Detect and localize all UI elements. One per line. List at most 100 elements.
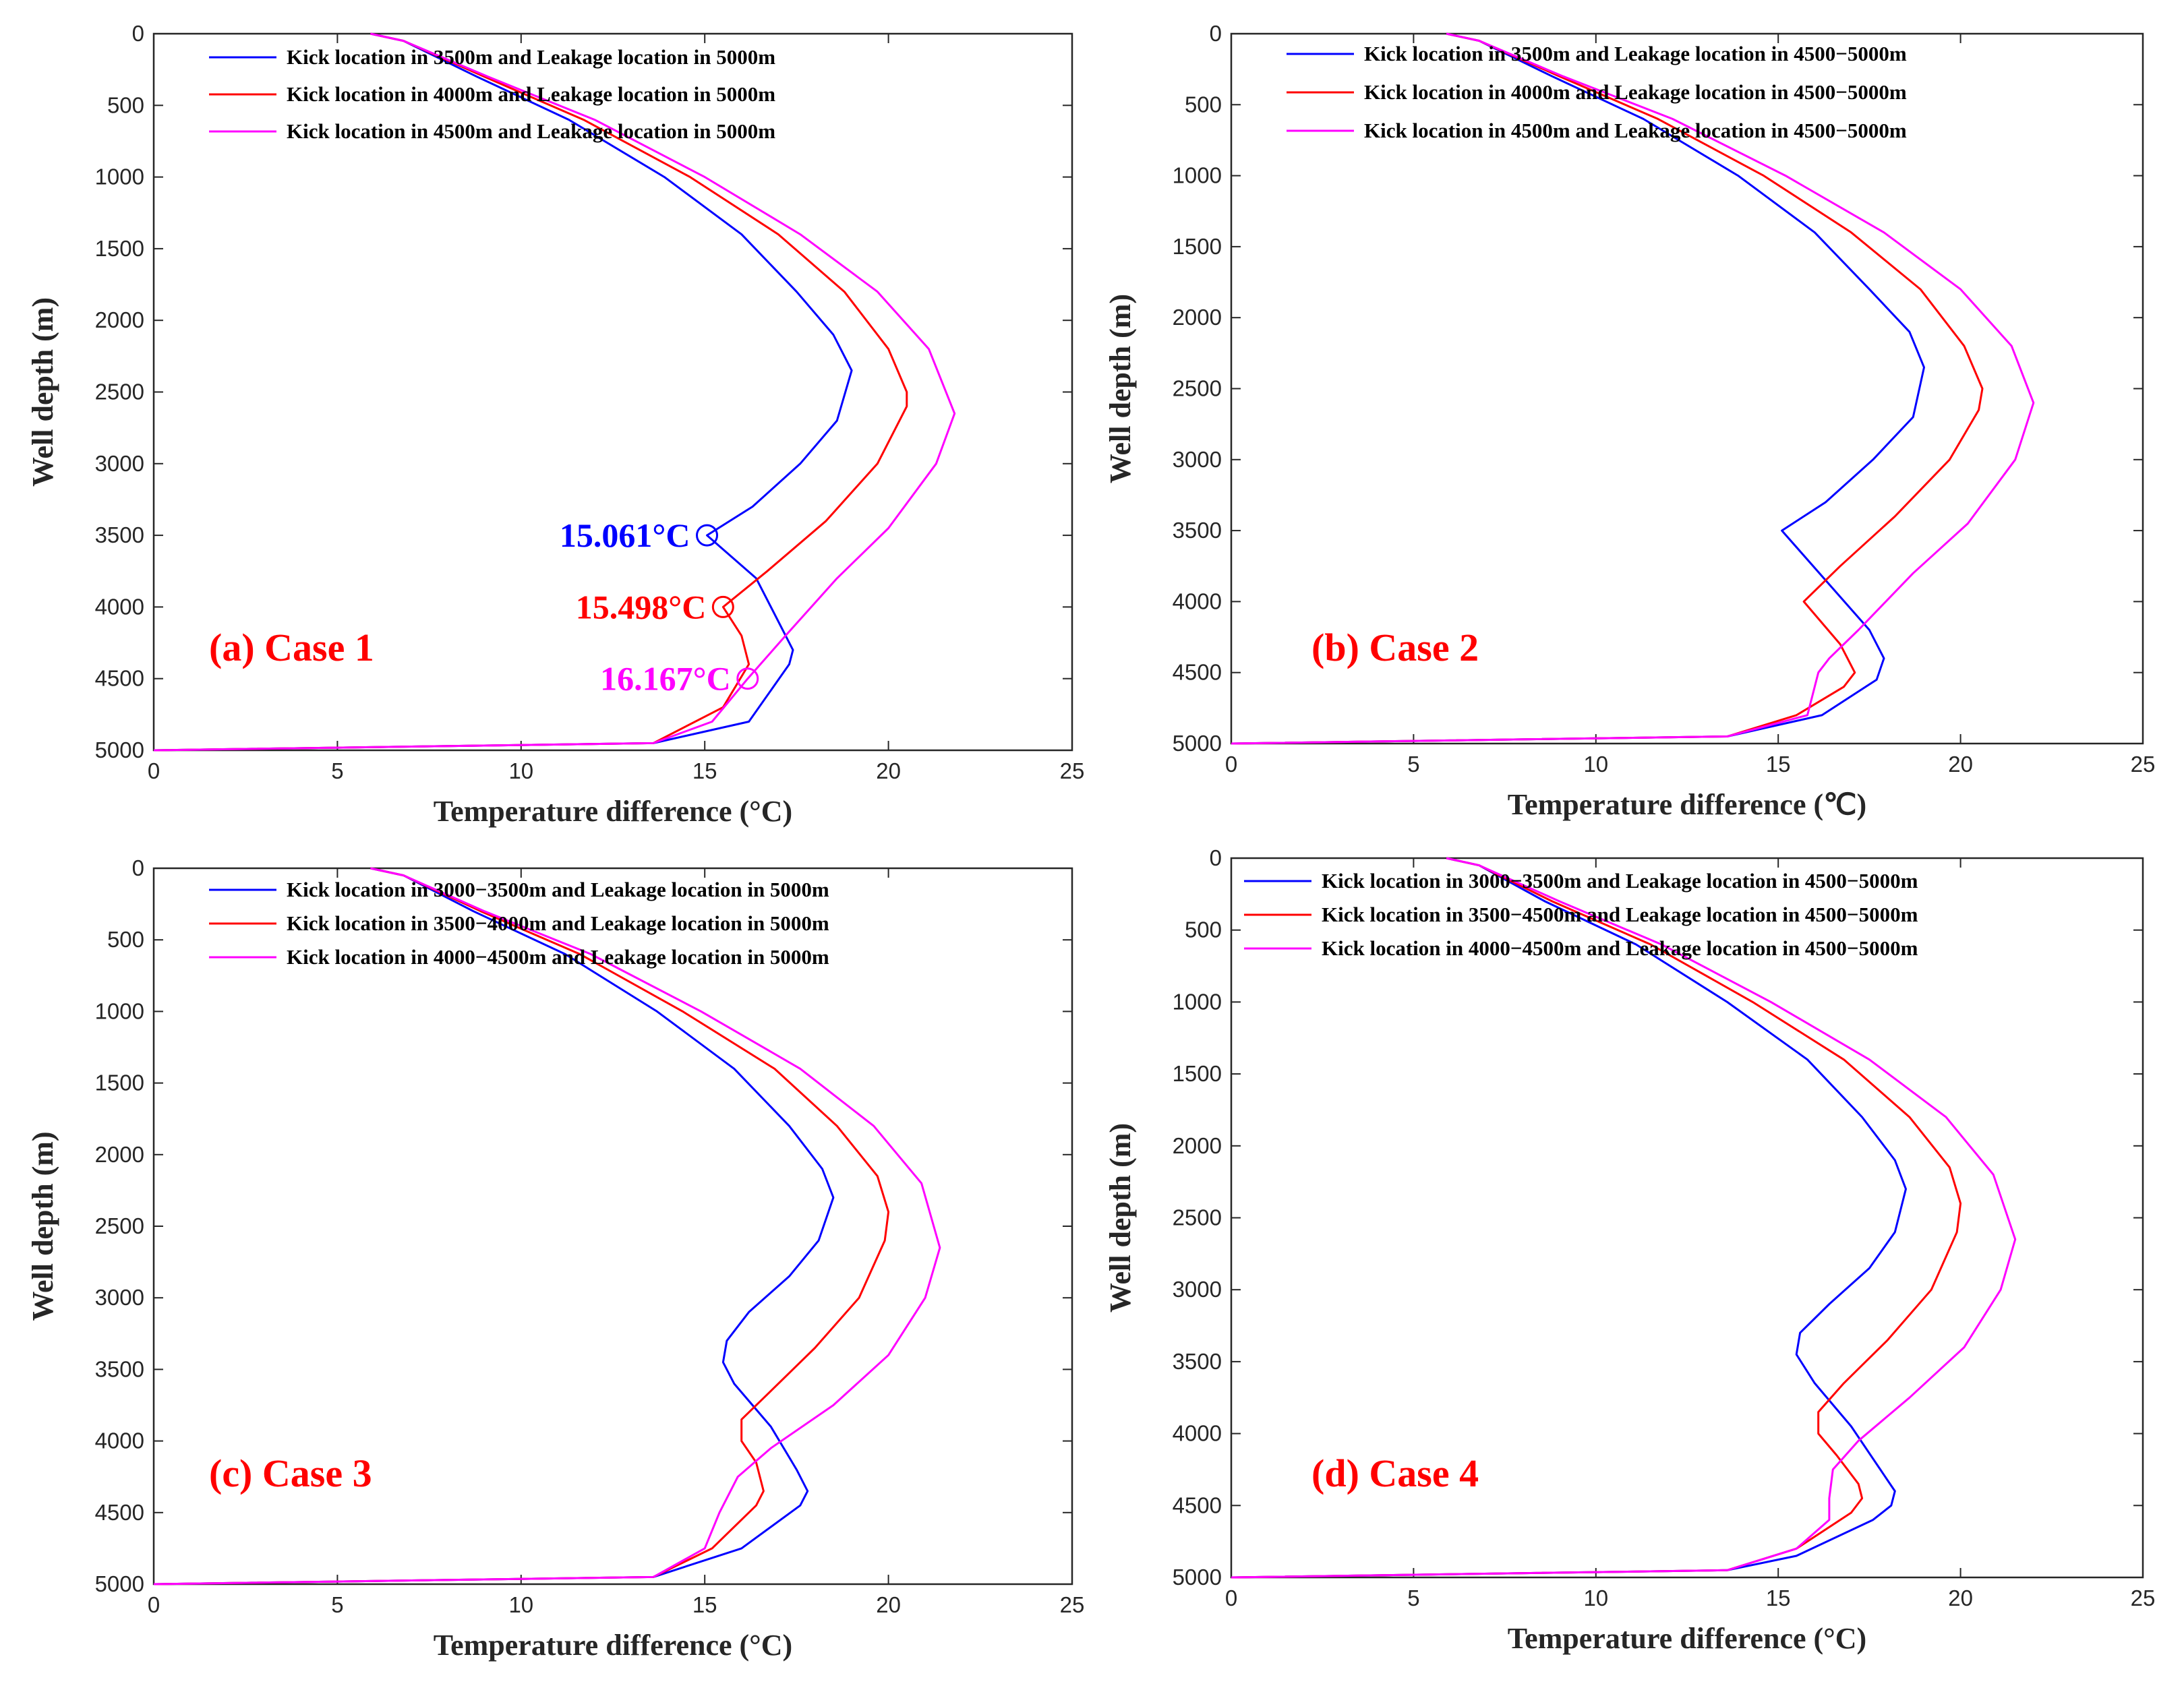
- x-tick-label: 5: [1407, 1586, 1419, 1610]
- x-tick-label: 10: [508, 1592, 533, 1617]
- legend-entry-1: Kick location in 3000−3500m and Leakage …: [1322, 869, 1918, 893]
- marker-circle-2: [711, 595, 734, 618]
- y-tick-label: 3000: [1173, 447, 1222, 472]
- y-tick-label: 1000: [95, 998, 144, 1023]
- y-axis-label: Well depth (m): [26, 1131, 59, 1321]
- x-tick-label: 25: [1060, 1592, 1085, 1617]
- x-tick-label: 15: [692, 758, 717, 783]
- y-tick-label: 1000: [1173, 163, 1222, 188]
- y-tick-label: 2000: [95, 1142, 144, 1167]
- x-tick-label: 25: [1060, 758, 1085, 783]
- x-tick-label: 5: [331, 1592, 343, 1617]
- series-line-2: [1231, 857, 1962, 1579]
- x-tick-label: 20: [876, 758, 901, 783]
- panel-a: 0 5 10 15 20 25 0 500 1000 1500 2000 2500 3000 3500 40…: [26, 21, 1084, 828]
- y-tick-label: 4500: [95, 1500, 144, 1525]
- x-axis-label: Temperature difference (°C): [1508, 1622, 1866, 1655]
- y-tick-label: 2500: [95, 1213, 144, 1238]
- legend-entry-2: Kick location in 4000m and Leakage locat…: [1364, 80, 1907, 104]
- y-tick-label: 3000: [95, 451, 144, 476]
- marker-circle-1: [696, 524, 719, 547]
- y-tick-label: 2500: [1173, 1205, 1222, 1230]
- y-tick-label: 1500: [1173, 1061, 1222, 1086]
- series-line-3: [153, 32, 956, 752]
- series-line-1: [1231, 32, 1925, 745]
- case-label: (a) Case 1: [209, 626, 374, 669]
- x-tick-label: 0: [1225, 1586, 1237, 1610]
- y-tick-label: 0: [132, 21, 144, 46]
- marker-annotation-2: 15.498°C: [576, 588, 707, 626]
- y-tick-label: 2000: [95, 307, 144, 332]
- x-tick-label: 20: [1948, 752, 1973, 777]
- x-tick-label: 10: [1583, 1586, 1608, 1610]
- x-tick-label: 0: [1225, 752, 1237, 777]
- marker-circle-3: [736, 667, 759, 690]
- y-tick-label: 2000: [1173, 305, 1222, 330]
- y-tick-label: 4000: [1173, 1421, 1222, 1446]
- y-tick-label: 1500: [1173, 234, 1222, 259]
- marker-annotation-1: 15.061°C: [560, 516, 690, 554]
- legend-entry-1: Kick location in 3500m and Leakage locat…: [1364, 42, 1907, 65]
- y-tick-label: 4000: [95, 1428, 144, 1453]
- y-tick-label: 4500: [95, 666, 144, 691]
- y-tick-label: 500: [107, 927, 144, 952]
- x-tick-label: 0: [148, 1592, 160, 1617]
- series-line-2: [153, 867, 890, 1586]
- y-tick-label: 3500: [1173, 518, 1222, 543]
- y-tick-label: 1000: [95, 164, 144, 189]
- y-tick-label: 5000: [95, 1571, 144, 1596]
- case-label: (c) Case 3: [209, 1451, 372, 1495]
- y-tick-label: 3500: [95, 522, 144, 547]
- y-tick-label: 3500: [1173, 1349, 1222, 1374]
- x-axis-label: Temperature difference (°C): [434, 1629, 792, 1662]
- y-tick-label: 1500: [95, 1070, 144, 1095]
- marker-annotation-3: 16.167°C: [600, 660, 731, 698]
- y-tick-label: 1000: [1173, 989, 1222, 1014]
- legend-entry-2: Kick location in 3500−4000m and Leakage …: [287, 911, 829, 935]
- y-tick-label: 3500: [95, 1356, 144, 1381]
- legend-entry-2: Kick location in 3500−4500m and Leakage …: [1322, 903, 1918, 926]
- case-label: (d) Case 4: [1311, 1451, 1479, 1495]
- y-axis-label: Well depth (m): [1104, 1123, 1137, 1312]
- y-tick-label: 5000: [95, 737, 144, 762]
- x-tick-label: 20: [1948, 1586, 1973, 1610]
- x-tick-label: 5: [331, 758, 343, 783]
- panel-d: 0 5 10 15 20 25 0 500 1000 1500 2000 2500 3000 3500 40…: [1104, 845, 2155, 1655]
- case-label: (b) Case 2: [1311, 626, 1479, 669]
- legend-entry-3: Kick location in 4000−4500m and Leakage …: [1322, 936, 1918, 960]
- series-line-3: [1231, 32, 2035, 745]
- series-line-1: [153, 32, 853, 752]
- series-line-2: [1231, 32, 1984, 745]
- y-tick-label: 500: [107, 92, 144, 117]
- y-tick-label: 1500: [95, 236, 144, 261]
- y-tick-label: 2000: [1173, 1133, 1222, 1158]
- y-tick-label: 2500: [1173, 376, 1222, 401]
- x-tick-label: 25: [2131, 1586, 2156, 1610]
- legend-entry-3: Kick location in 4500m and Leakage locat…: [1364, 119, 1907, 142]
- series-line-2: [153, 32, 908, 752]
- legend-entry-1: Kick location in 3500m and Leakage locat…: [287, 45, 775, 69]
- y-tick-label: 500: [1185, 917, 1222, 942]
- x-axis-label: Temperature difference (°C): [434, 795, 792, 828]
- y-tick-label: 5000: [1173, 1565, 1222, 1590]
- series-line-3: [1231, 857, 2017, 1579]
- y-tick-label: 4500: [1173, 1492, 1222, 1517]
- panel-c: 0 5 10 15 20 25 0 500 1000 1500 2000 2500 3000 3500 40…: [26, 855, 1084, 1662]
- y-tick-label: 0: [1210, 21, 1222, 46]
- series-line-3: [153, 867, 941, 1586]
- y-tick-label: 4500: [1173, 660, 1222, 685]
- legend-entry-3: Kick location in 4500m and Leakage locat…: [287, 119, 775, 143]
- y-tick-label: 3000: [1173, 1277, 1222, 1302]
- y-tick-label: 4000: [95, 594, 144, 619]
- y-tick-label: 3000: [95, 1285, 144, 1310]
- y-tick-label: 0: [132, 855, 144, 880]
- x-tick-label: 25: [2131, 752, 2156, 777]
- series-line-1: [1231, 857, 1907, 1579]
- x-tick-label: 15: [1766, 1586, 1791, 1610]
- panel-b: 0 5 10 15 20 25 0 500 1000 1500 2000 2500 3000 3500 40…: [1104, 21, 2155, 821]
- y-tick-label: 2500: [95, 380, 144, 404]
- y-tick-label: 500: [1185, 92, 1222, 117]
- x-tick-label: 10: [508, 758, 533, 783]
- legend-entry-3: Kick location in 4000−4500m and Leakage …: [287, 945, 829, 969]
